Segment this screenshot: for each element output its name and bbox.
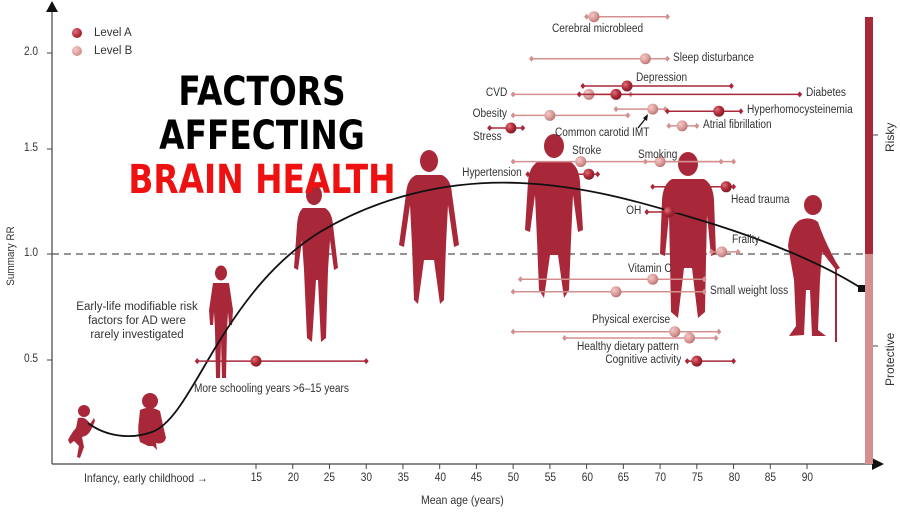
point-label: More schooling years >6–15 years — [194, 383, 349, 395]
toddler-silhouette — [138, 393, 166, 450]
point-label: Common carotid IMT — [555, 127, 650, 139]
x-axis-label: Mean age (years) — [421, 493, 504, 507]
data-point — [584, 11, 670, 23]
adult-silhouette — [399, 150, 459, 304]
data-point — [529, 53, 670, 65]
x-tick: 75 — [691, 472, 703, 484]
point-label: OH — [625, 205, 641, 217]
page-title: FACTORS AFFECTING BRAIN HEALTH — [92, 70, 432, 202]
x-tick: 90 — [801, 472, 814, 484]
legend-label: Level A — [94, 27, 132, 39]
point-label: Stress — [473, 131, 502, 143]
point-label: Sleep disturbance — [673, 51, 755, 64]
lifespan-curve — [87, 181, 862, 438]
data-point — [664, 105, 744, 117]
risky-label: Risky — [883, 122, 897, 152]
point-label: Healthy dietary pattern — [577, 341, 679, 353]
y-tick: 1.0 — [23, 247, 39, 259]
data-point — [580, 80, 734, 92]
point-label: Cerebral microbleed — [552, 23, 644, 35]
point-label: Stroke — [572, 145, 602, 157]
point-label: Cognitive activity — [605, 354, 682, 367]
data-point — [525, 168, 601, 180]
y-tick: 1.5 — [23, 142, 39, 154]
x-tick: 50 — [507, 472, 520, 484]
data-point — [650, 181, 737, 193]
point-label: Frailty — [732, 234, 760, 246]
curve-end-marker — [858, 285, 865, 292]
y-axis-label: Summary RR — [5, 226, 18, 286]
point-label: Depression — [636, 72, 688, 84]
x-tick: 15 — [250, 472, 263, 484]
x-tick: 45 — [471, 472, 483, 484]
point-label: Small weight loss — [710, 284, 789, 297]
point-label: Obesity — [472, 108, 508, 121]
y-axis — [46, 1, 58, 464]
protective-bar — [865, 254, 873, 464]
x-tick: 30 — [360, 472, 373, 484]
data-point — [510, 109, 631, 121]
x-tick: 70 — [654, 472, 667, 484]
pointer-arrow-icon — [643, 114, 648, 121]
data-point — [562, 332, 719, 344]
x-tick: 85 — [765, 472, 777, 484]
data-point — [576, 88, 803, 100]
point-label: Hypertension — [462, 167, 522, 180]
data-point — [684, 355, 737, 367]
title-line-1: FACTORS AFFECTING — [159, 69, 365, 159]
data-point — [510, 286, 707, 298]
legend-item-level-b: Level B — [72, 42, 132, 60]
data-point — [487, 122, 526, 134]
y-axis-arrow-icon — [46, 1, 58, 12]
early-life-annotation: Early-life modifiable risk factors for A… — [76, 301, 198, 341]
x-tick: 25 — [324, 472, 336, 484]
data-point — [510, 326, 722, 338]
legend-label: Level B — [94, 45, 133, 57]
legend-item-level-a: Level A — [72, 24, 132, 42]
y-tick: 2.0 — [23, 46, 39, 58]
point-label: Atrial fibrillation — [702, 118, 772, 131]
point-label: Vitamin C — [628, 263, 672, 275]
x-axis-arrow-icon — [872, 458, 884, 470]
x-tick: 60 — [581, 472, 593, 484]
x-tick: 35 — [397, 472, 409, 484]
child-silhouette — [209, 265, 233, 378]
teen-silhouette — [294, 185, 338, 342]
data-point — [644, 206, 703, 218]
x-tick: 40 — [434, 472, 446, 484]
data-point — [194, 355, 369, 367]
title-line-2: BRAIN HEALTH — [128, 157, 396, 203]
data-point — [613, 103, 668, 115]
x-axis-prefix: Infancy, early childhood → — [84, 471, 208, 485]
point-label: Diabetes — [805, 87, 846, 100]
point-label: Head trauma — [731, 194, 790, 206]
level-a-dot-icon — [72, 28, 82, 38]
point-label: CVD — [485, 87, 508, 100]
legend: Level A Level B — [72, 24, 132, 60]
x-axis — [52, 458, 884, 470]
data-point — [666, 120, 700, 132]
data-points — [194, 11, 803, 367]
y-tick: 0.5 — [23, 353, 39, 365]
older-adult-silhouette — [660, 152, 716, 318]
data-point — [642, 156, 724, 168]
protective-label: Protective — [883, 332, 897, 386]
data-point — [709, 246, 741, 258]
infant-silhouette — [68, 405, 95, 458]
x-tick: 55 — [544, 472, 556, 484]
point-label: Smoking — [638, 149, 678, 161]
x-tick: 65 — [618, 472, 630, 484]
data-point — [517, 273, 707, 285]
elderly-silhouette — [788, 195, 840, 342]
point-label: Physical exercise — [592, 314, 671, 326]
middle-aged-silhouette — [525, 134, 583, 298]
x-tick: 20 — [287, 472, 299, 484]
point-label: Hyperhomocysteinemia — [746, 104, 853, 117]
x-tick: 80 — [728, 472, 740, 484]
risky-bar — [865, 17, 873, 254]
level-b-dot-icon — [72, 46, 82, 56]
